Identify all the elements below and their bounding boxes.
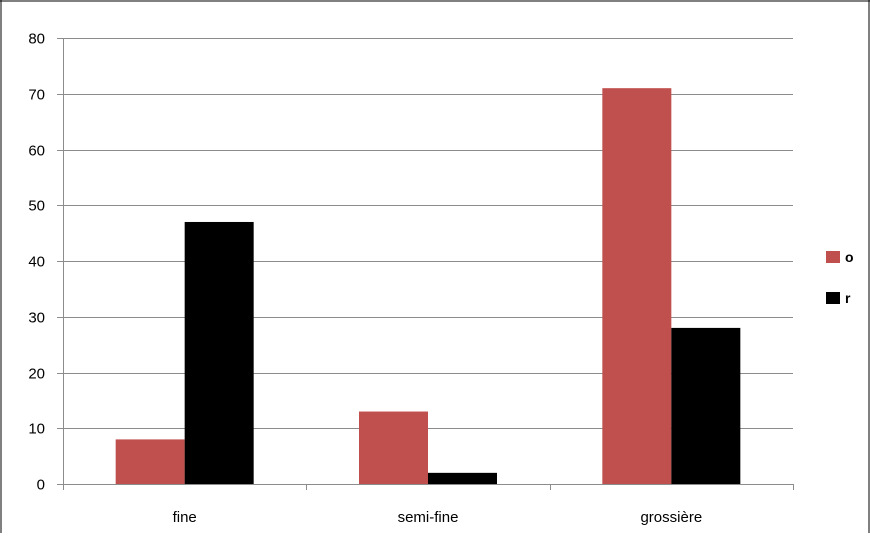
bars <box>115 88 741 485</box>
bar-r-grossière <box>671 327 741 484</box>
y-tick-label: 0 <box>37 477 45 494</box>
x-category-label: grossière <box>640 509 702 526</box>
y-tick-label: 10 <box>28 421 45 438</box>
y-tick-label: 80 <box>28 31 45 48</box>
y-tick-label: 30 <box>28 310 45 327</box>
y-tick-label: 70 <box>28 87 45 104</box>
y-tick-label: 40 <box>28 254 45 271</box>
y-tick-label: 60 <box>28 143 45 160</box>
x-category-label: semi-fine <box>398 509 459 526</box>
legend-label-o: o <box>845 249 854 265</box>
legend-label-r: r <box>845 290 851 306</box>
y-tick-label: 20 <box>28 366 45 383</box>
legend-swatch-r <box>826 292 840 304</box>
bar-r-fine <box>184 221 254 484</box>
bar-o-semi-fine <box>359 411 428 484</box>
bar-o-grossière <box>602 88 672 485</box>
bar-r-semi-fine <box>428 472 497 484</box>
y-tick-label: 50 <box>28 198 45 215</box>
x-category-label: fine <box>173 509 197 526</box>
legend: or <box>826 249 854 306</box>
legend-swatch-o <box>826 251 840 263</box>
bar-o-fine <box>115 439 185 484</box>
axes: 0 10 20 30 40 50 60 70 80 fine semi-fine grossière <box>28 31 794 526</box>
